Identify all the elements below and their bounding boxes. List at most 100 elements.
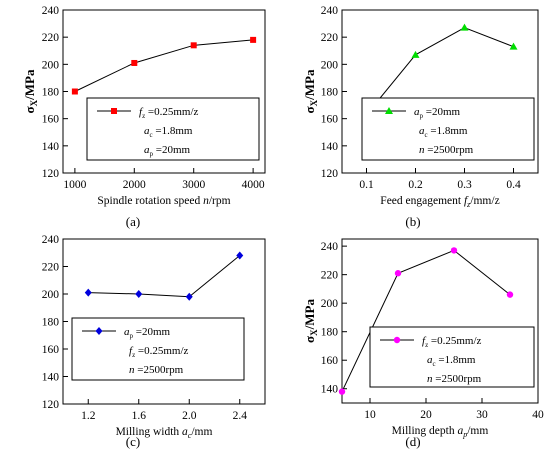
- chart-panel-c: 120 140 160 180 200 220 240 1.2 1.6 2.0 2.4 ap =20m…: [42, 234, 266, 449]
- panel-label: (b): [405, 214, 420, 229]
- legend-marker: [95, 327, 103, 335]
- y-tick-label: 180: [42, 87, 60, 99]
- x-tick-label: 0.1: [359, 179, 374, 191]
- series-line: [74, 39, 254, 92]
- data-point: [71, 88, 78, 95]
- y-tick-label: 120: [321, 168, 339, 180]
- y-tick-label: 160: [42, 344, 60, 356]
- data-point: [509, 42, 518, 50]
- x-tick-label: 1000: [63, 179, 86, 191]
- data-point: [250, 36, 257, 43]
- legend-marker: [111, 108, 117, 114]
- legend-entry: fz =0.25mm/z: [139, 106, 199, 120]
- x-tick-label: 0.3: [457, 179, 472, 191]
- legend-box: [361, 97, 535, 161]
- y-tick-label: 220: [42, 262, 60, 274]
- y-tick-label: 200: [42, 59, 60, 71]
- y-tick-label: 200: [321, 298, 339, 310]
- series-line: [88, 255, 241, 298]
- x-tick-label: 40: [532, 409, 544, 421]
- legend-entry: n =2500rpm: [419, 144, 474, 156]
- x-tick-label: 4000: [242, 179, 265, 191]
- legend-entry: ac =1.8mm: [427, 354, 476, 368]
- legend-entry: n =2500rpm: [129, 364, 184, 376]
- legend-box: [71, 317, 245, 381]
- chart-panel-a: 120 140 160 180 200 220 240 1000 2000 3000 4000 fz …: [22, 5, 266, 229]
- data-point: [338, 388, 346, 395]
- y-tick-label: 240: [321, 5, 339, 17]
- y-tick-label: 140: [321, 384, 339, 396]
- data-point: [506, 291, 514, 298]
- x-tick-label: 0.4: [506, 179, 521, 191]
- y-tick-label: 140: [321, 141, 339, 153]
- y-axis-label: σX/MPa: [302, 69, 319, 113]
- y-tick-label: 220: [321, 270, 339, 282]
- x-axis-label: Milling width ac/mm: [116, 426, 213, 440]
- legend: ap =20mm fz =0.25mm/z n =2500rpm: [71, 317, 245, 381]
- legend-entry: ac =1.8mm: [144, 125, 193, 139]
- plot-frame: [341, 238, 539, 404]
- y-tick-label: 200: [42, 289, 60, 301]
- x-tick-label: 20: [420, 409, 432, 421]
- x-axis-label: Feed engagement fz/mm/z: [380, 195, 499, 209]
- x-tick-label: 30: [476, 409, 488, 421]
- x-tick-label: 1.6: [132, 410, 147, 422]
- y-tick-label: 240: [42, 5, 60, 17]
- y-tick-label: 240: [42, 234, 60, 246]
- panel-label: (d): [405, 434, 420, 449]
- data-point: [236, 251, 244, 260]
- y-tick-label: 140: [42, 141, 60, 153]
- y-tick-label: 220: [42, 32, 60, 44]
- series-line: [366, 27, 514, 115]
- data-point: [394, 270, 402, 277]
- y-tick-label: 140: [42, 372, 60, 384]
- y-tick-label: 160: [321, 355, 339, 367]
- chart-panel-d: 140 160 180 200 220 240 10 20 30 40 fz =0.25mm/z ac…: [302, 238, 544, 449]
- x-axis-label: Milling depth ap/mm: [392, 425, 489, 439]
- y-tick-label: 120: [42, 168, 60, 180]
- legend: ap =20mm ac =1.8mm n =2500rpm: [361, 97, 535, 161]
- data-point: [131, 59, 138, 66]
- x-tick-label: 2.0: [182, 410, 197, 422]
- y-axis-label: σX/MPa: [302, 299, 319, 343]
- data-point: [450, 247, 458, 254]
- x-tick-label: 2.4: [233, 410, 248, 422]
- y-tick-label: 180: [321, 327, 339, 339]
- panel-label: (a): [126, 214, 140, 229]
- y-tick-label: 180: [321, 87, 339, 99]
- data-point: [411, 50, 420, 58]
- chart-panel-b: 120 140 160 180 200 220 240 0.1 0.2 0.3 0.4 ap =20m…: [302, 5, 539, 229]
- y-tick-label: 160: [42, 114, 60, 126]
- legend-entry: fz =0.25mm/z: [422, 335, 482, 349]
- data-point: [190, 42, 197, 49]
- legend-entry: ap =20mm: [144, 144, 191, 158]
- legend-marker: [385, 107, 393, 114]
- x-axis-label: Spindle rotation speed n/rpm: [97, 195, 230, 207]
- y-tick-label: 160: [321, 114, 339, 126]
- legend-marker: [393, 336, 401, 344]
- legend: fz =0.25mm/z ac =1.8mm n =2500rpm: [369, 326, 535, 388]
- legend-entry: ap =20mm: [124, 326, 171, 340]
- y-tick-label: 220: [321, 32, 339, 44]
- y-axis-label: σX/MPa: [22, 69, 39, 113]
- x-tick-label: 3000: [182, 179, 205, 191]
- y-tick-label: 240: [321, 241, 339, 253]
- legend-entry: ap =20mm: [414, 106, 461, 120]
- x-tick-label: 1.2: [81, 410, 96, 422]
- data-point: [135, 290, 143, 298]
- y-tick-label: 200: [321, 59, 339, 71]
- x-tick-label: 2000: [123, 179, 146, 191]
- legend-entry: ac =1.8mm: [419, 125, 468, 139]
- data-point: [185, 292, 193, 301]
- panel-label: (c): [126, 434, 140, 449]
- x-tick-label: 0.2: [408, 179, 423, 191]
- x-tick-label: 10: [364, 409, 376, 421]
- data-point: [460, 23, 469, 31]
- legend: fz =0.25mm/z ac =1.8mm ap =20mm: [86, 97, 260, 161]
- legend-entry: fz =0.25mm/z: [129, 345, 189, 359]
- y-tick-label: 180: [42, 317, 60, 329]
- data-point: [84, 288, 92, 297]
- y-tick-label: 120: [42, 399, 60, 411]
- legend-entry: n =2500rpm: [427, 373, 482, 385]
